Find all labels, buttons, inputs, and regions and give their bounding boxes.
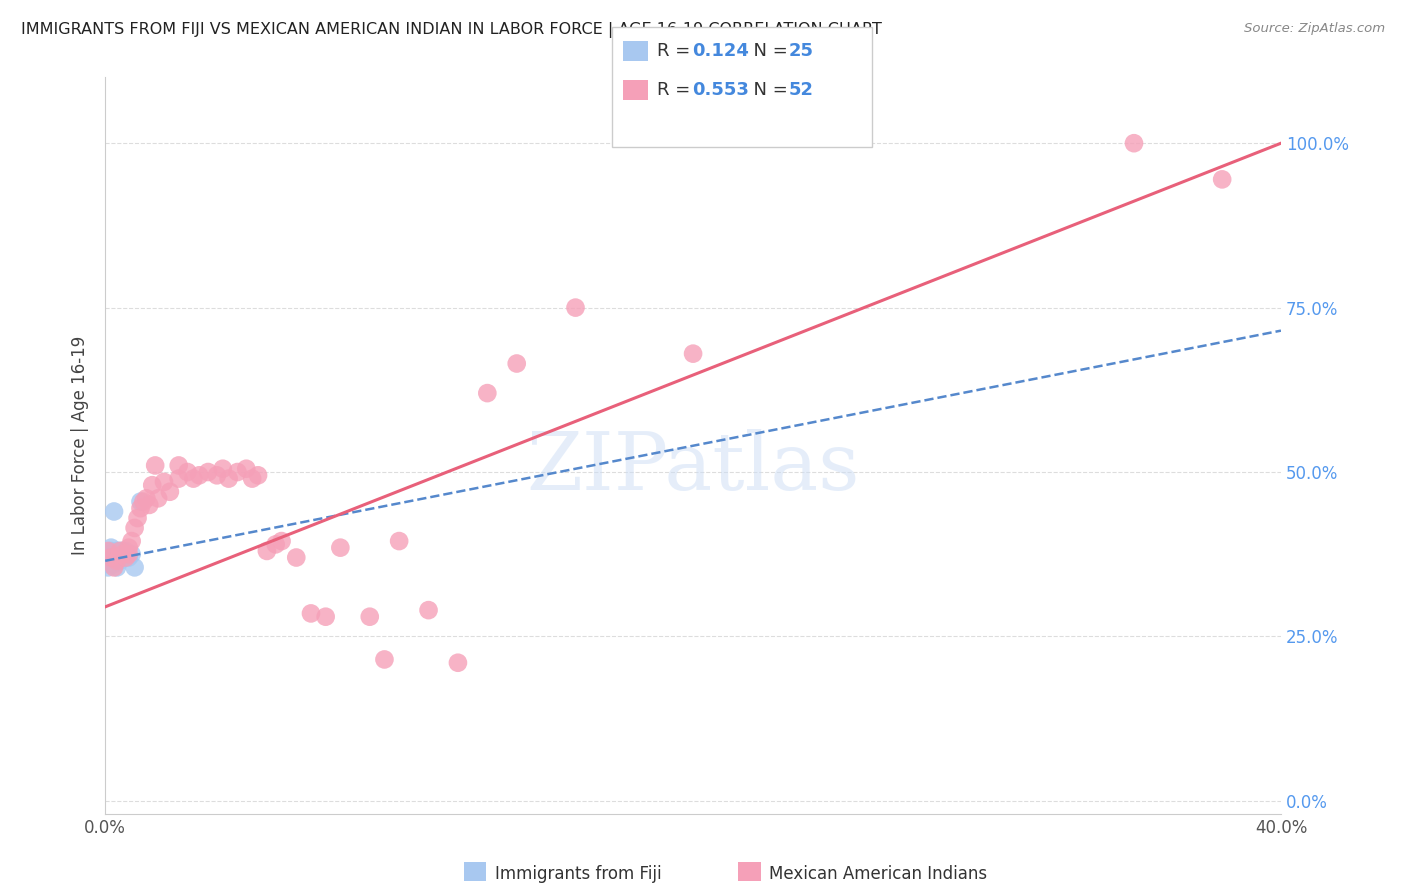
Point xyxy=(105,560,128,574)
Text: IMMIGRANTS FROM FIJI VS MEXICAN AMERICAN INDIAN IN LABOR FORCE | AGE 16-19 CORRE: IMMIGRANTS FROM FIJI VS MEXICAN AMERICAN… xyxy=(21,22,882,38)
Point xyxy=(97,554,120,568)
Y-axis label: In Labor Force | Age 16-19: In Labor Force | Age 16-19 xyxy=(72,336,89,556)
Point xyxy=(105,550,128,565)
Point xyxy=(103,504,125,518)
Point xyxy=(97,544,120,558)
Point xyxy=(108,554,131,568)
Point xyxy=(176,465,198,479)
Point xyxy=(111,550,134,565)
Point xyxy=(315,609,337,624)
Point xyxy=(127,511,149,525)
Point xyxy=(447,656,470,670)
Text: R =: R = xyxy=(657,81,696,99)
Point xyxy=(103,550,125,565)
Point xyxy=(183,472,205,486)
Point xyxy=(226,465,249,479)
Point xyxy=(100,550,122,565)
Point xyxy=(97,550,120,565)
Point xyxy=(1123,136,1146,151)
Point xyxy=(373,652,395,666)
Point xyxy=(141,478,163,492)
Text: Mexican American Indians: Mexican American Indians xyxy=(769,865,987,883)
Text: N =: N = xyxy=(742,42,794,60)
Point xyxy=(240,472,263,486)
Point xyxy=(299,607,322,621)
Point xyxy=(100,544,122,558)
Text: N =: N = xyxy=(742,81,794,99)
Point xyxy=(103,547,125,561)
Point xyxy=(167,458,190,473)
Point xyxy=(146,491,169,506)
Point xyxy=(111,547,134,561)
Point xyxy=(153,475,176,489)
Point xyxy=(477,386,499,401)
Point xyxy=(121,547,143,561)
Point xyxy=(105,544,128,558)
Point xyxy=(285,550,308,565)
Point xyxy=(103,557,125,571)
Text: R =: R = xyxy=(657,42,696,60)
Point xyxy=(114,550,136,565)
Point xyxy=(264,537,287,551)
Text: 0.553: 0.553 xyxy=(692,81,748,99)
Point xyxy=(97,557,120,571)
Point xyxy=(211,461,233,475)
Point xyxy=(159,484,181,499)
Point xyxy=(121,534,143,549)
Point xyxy=(1211,172,1233,186)
Point xyxy=(129,494,152,508)
Text: Source: ZipAtlas.com: Source: ZipAtlas.com xyxy=(1244,22,1385,36)
Point xyxy=(100,554,122,568)
Point xyxy=(118,541,141,555)
Text: 0.124: 0.124 xyxy=(692,42,748,60)
Point xyxy=(506,357,529,371)
Point xyxy=(359,609,381,624)
Point xyxy=(100,547,122,561)
Point xyxy=(132,494,155,508)
Text: ZIPatlas: ZIPatlas xyxy=(526,429,860,507)
Point xyxy=(682,346,704,360)
Text: Immigrants from Fiji: Immigrants from Fiji xyxy=(495,865,662,883)
Text: 52: 52 xyxy=(789,81,814,99)
Point xyxy=(218,472,240,486)
Point xyxy=(143,458,166,473)
Point xyxy=(124,521,146,535)
Point xyxy=(135,491,157,506)
Point xyxy=(124,560,146,574)
Point xyxy=(418,603,440,617)
Point xyxy=(100,550,122,565)
Point xyxy=(270,534,292,549)
Point xyxy=(205,468,228,483)
Point xyxy=(247,468,270,483)
Point xyxy=(388,534,411,549)
Text: 25: 25 xyxy=(789,42,814,60)
Point xyxy=(100,541,122,555)
Point xyxy=(167,472,190,486)
Point xyxy=(235,461,257,475)
Point xyxy=(103,560,125,574)
Point xyxy=(256,544,278,558)
Point xyxy=(129,501,152,516)
Point xyxy=(329,541,352,555)
Point xyxy=(108,544,131,558)
Point xyxy=(108,544,131,558)
Point xyxy=(138,498,160,512)
Point xyxy=(197,465,219,479)
Point xyxy=(97,560,120,574)
Point xyxy=(118,547,141,561)
Point xyxy=(118,550,141,565)
Point xyxy=(111,544,134,558)
Point xyxy=(564,301,586,315)
Point xyxy=(114,544,136,558)
Point xyxy=(105,554,128,568)
Point xyxy=(188,468,211,483)
